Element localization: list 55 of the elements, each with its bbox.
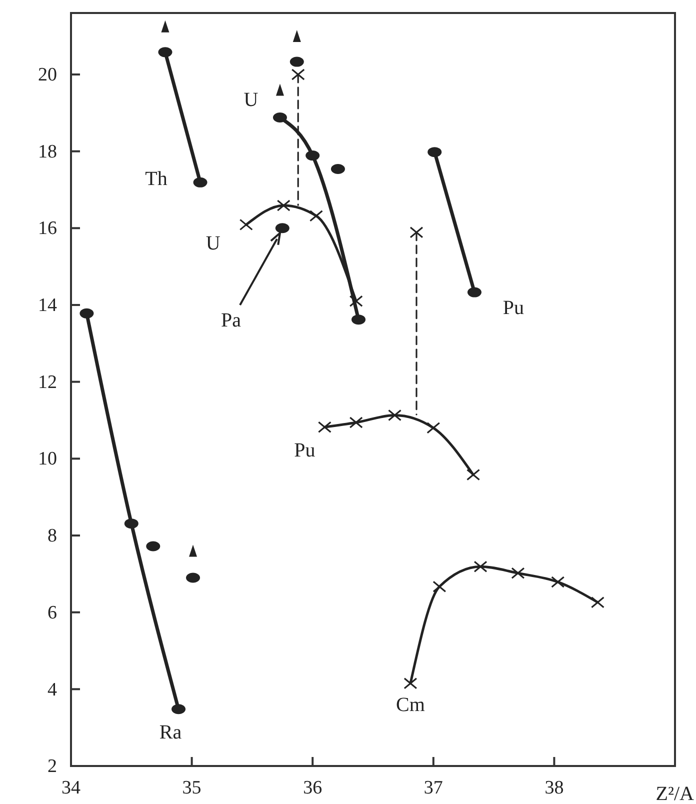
point bbox=[330, 164, 345, 174]
point bbox=[428, 147, 442, 158]
point bbox=[388, 409, 402, 422]
point bbox=[404, 678, 418, 690]
point bbox=[172, 704, 186, 714]
series-label: Ra bbox=[159, 722, 182, 744]
series-label: Pu bbox=[294, 440, 316, 462]
series-label: U bbox=[206, 232, 221, 254]
y-tick-label: 6 bbox=[48, 602, 57, 624]
point bbox=[410, 226, 424, 238]
point bbox=[290, 56, 304, 67]
x-tick-label: 35 bbox=[182, 777, 202, 798]
y-tick-label: 16 bbox=[38, 218, 57, 240]
point bbox=[309, 210, 324, 222]
series-label: Pu bbox=[502, 296, 524, 319]
point bbox=[276, 200, 290, 212]
point bbox=[239, 218, 253, 230]
point bbox=[352, 314, 366, 325]
y-tick-label: 2 bbox=[48, 756, 57, 778]
point bbox=[80, 308, 94, 318]
point bbox=[158, 47, 172, 58]
y-tick-label: 18 bbox=[38, 141, 57, 162]
point bbox=[474, 560, 488, 572]
point bbox=[551, 576, 565, 588]
series-label: Th bbox=[145, 168, 168, 190]
annotation: Pa bbox=[221, 310, 242, 332]
point bbox=[124, 518, 138, 529]
point bbox=[466, 468, 480, 481]
point bbox=[590, 596, 604, 608]
point bbox=[186, 572, 200, 583]
y-tick-label: 10 bbox=[38, 448, 57, 470]
point bbox=[511, 567, 525, 579]
point bbox=[432, 580, 446, 592]
x-tick-label: 38 bbox=[544, 777, 564, 798]
point bbox=[306, 150, 320, 161]
x-tick-label: 37 bbox=[424, 777, 443, 798]
point bbox=[291, 68, 305, 80]
point bbox=[426, 422, 440, 434]
y-tick-label: 14 bbox=[38, 295, 58, 316]
x-tick-label: 36 bbox=[303, 777, 322, 798]
y-tick-label: 8 bbox=[48, 526, 57, 547]
point bbox=[275, 223, 290, 234]
x-axis-title: Z²/A bbox=[656, 783, 695, 804]
series-label: U bbox=[244, 89, 259, 112]
series-label: Cm bbox=[396, 694, 426, 716]
point bbox=[467, 287, 482, 298]
x-tick-label: 34 bbox=[62, 777, 81, 798]
point bbox=[349, 295, 363, 307]
y-tick-label: 20 bbox=[38, 64, 57, 86]
point bbox=[146, 541, 160, 552]
point bbox=[349, 416, 363, 428]
y-tick-label: 4 bbox=[48, 679, 58, 700]
point bbox=[193, 177, 208, 188]
y-tick-label: 12 bbox=[38, 372, 57, 393]
point bbox=[318, 421, 332, 433]
